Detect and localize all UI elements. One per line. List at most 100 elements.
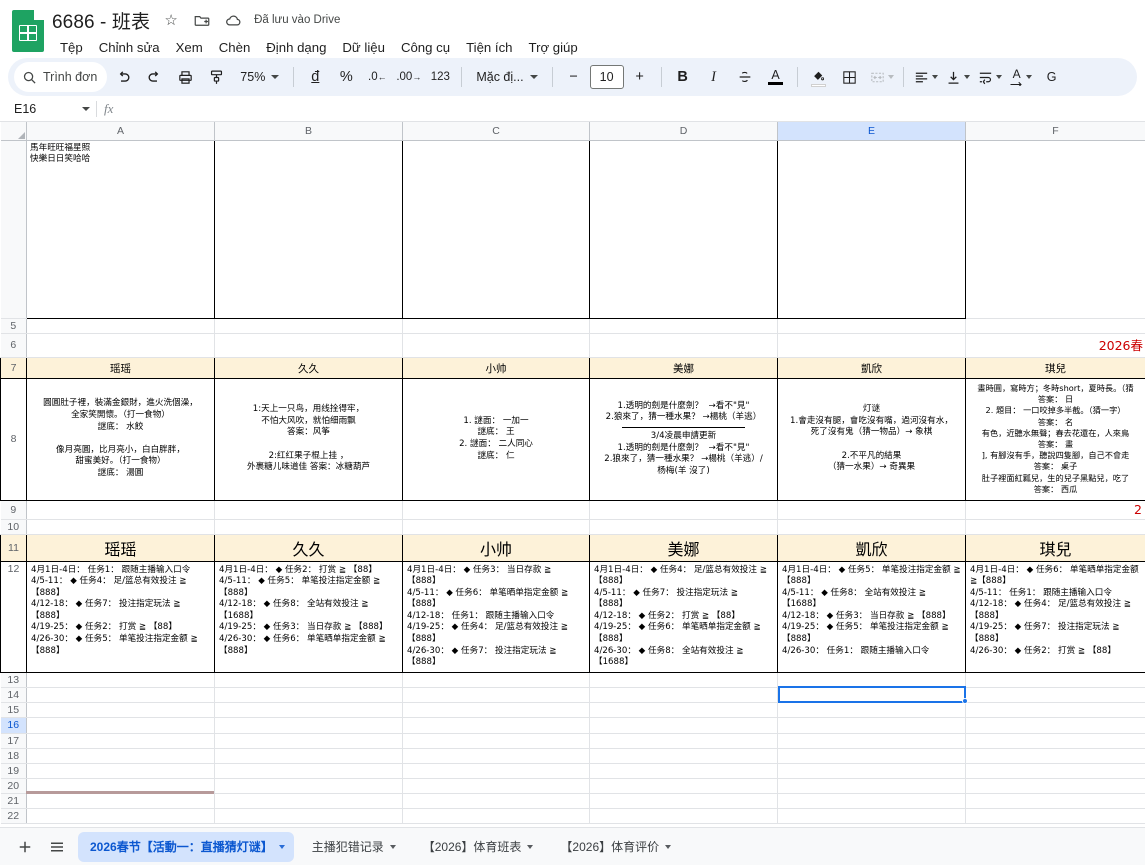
cell-f1[interactable] xyxy=(965,140,1145,319)
sheet-tab-4[interactable]: 【2026】体育评价 xyxy=(548,832,680,862)
cell-e1[interactable] xyxy=(777,139,966,319)
cell-d12-tasks[interactable]: 4月1日-4日： ◆ 任务4： 足/篮总有效投注 ≧【888】 4/5-11： … xyxy=(589,560,778,673)
row-header-5[interactable]: 5 xyxy=(0,318,27,334)
cell-f11-name[interactable]: 琪兒 xyxy=(965,533,1145,562)
cell-c19[interactable] xyxy=(402,763,590,779)
cell-a13[interactable] xyxy=(26,672,215,688)
menu-item-help[interactable]: Trợ giúp xyxy=(528,39,578,55)
sheet-tab-1[interactable]: 2026春节【活動一：直播猜灯谜】 xyxy=(78,831,294,862)
strikethrough-button[interactable] xyxy=(730,62,760,92)
cell-d17[interactable] xyxy=(589,733,778,749)
cell-d10[interactable] xyxy=(589,519,778,535)
cell-d22[interactable] xyxy=(589,808,778,824)
undo-button[interactable] xyxy=(108,62,138,92)
zoom-select[interactable]: 75% xyxy=(232,62,287,92)
cell-b19[interactable] xyxy=(214,763,403,779)
increase-decimal-button[interactable]: .00 → xyxy=(396,71,422,83)
more-formats-button[interactable]: 123 xyxy=(425,62,455,92)
cell-e13[interactable] xyxy=(777,672,966,688)
menu-item-data[interactable]: Dữ liệu xyxy=(342,39,385,55)
sheet-tab-3[interactable]: 【2026】体育班表 xyxy=(411,832,543,862)
name-box[interactable]: E16 xyxy=(6,98,94,120)
cell-f8-riddle[interactable]: 畫時圓，寫時方；冬時short，夏時長。（猜 答案： 日 2. 題目： 一口咬掉… xyxy=(965,377,1145,501)
cell-e17[interactable] xyxy=(777,733,966,749)
text-rotation-button[interactable]: A xyxy=(1006,62,1036,92)
fill-handle[interactable] xyxy=(962,698,968,704)
row-header-blank[interactable] xyxy=(0,140,27,319)
currency-format-button[interactable]: đ xyxy=(300,62,330,92)
cell-e10[interactable] xyxy=(777,519,966,535)
cell-a1-art[interactable]: 馬年旺旺福星照 快樂日日笑哈哈 xyxy=(26,139,215,319)
percent-format-button[interactable]: % xyxy=(331,62,361,92)
font-family-select[interactable]: Mặc đị... xyxy=(468,62,545,92)
cell-c11-name[interactable]: 小帅 xyxy=(402,533,590,562)
column-header-c[interactable]: C xyxy=(402,122,590,141)
cell-a6[interactable] xyxy=(26,333,215,358)
cell-f19[interactable] xyxy=(965,763,1145,779)
cell-a10[interactable] xyxy=(26,519,215,535)
cell-e5[interactable] xyxy=(777,318,966,334)
cell-d21[interactable] xyxy=(589,793,778,809)
cell-b10[interactable] xyxy=(214,519,403,535)
cell-c14[interactable] xyxy=(402,687,590,703)
cell-c8-riddle[interactable]: 1. 謎面： 一加一 謎底： 王 2. 謎面： 二人同心 謎底： 仁 xyxy=(402,377,590,501)
cell-c13[interactable] xyxy=(402,672,590,688)
cell-e18[interactable] xyxy=(777,748,966,764)
add-sheet-button[interactable] xyxy=(10,832,40,862)
column-header-a[interactable]: A xyxy=(26,122,215,141)
cell-f20[interactable] xyxy=(965,778,1145,794)
row-header-9[interactable]: 9 xyxy=(0,500,27,520)
cell-e16-selected[interactable] xyxy=(777,717,966,734)
cell-f10[interactable] xyxy=(965,519,1145,535)
cell-f16[interactable] xyxy=(965,717,1145,734)
cell-d20[interactable] xyxy=(589,778,778,794)
cell-b14[interactable] xyxy=(214,687,403,703)
cell-c12-tasks[interactable]: 4月1日-4日： ◆ 任务3： 当日存款 ≧ 【888】 4/5-11： ◆ 任… xyxy=(402,560,590,673)
cell-b11-name[interactable]: 久久 xyxy=(214,533,403,562)
cell-f5[interactable] xyxy=(965,318,1145,334)
cell-d8-riddle[interactable]: 1.透明的劍是什麼劍？ →看不"見" 2.狼來了，猜一種水果？ →楊桃（羊逃） … xyxy=(589,377,778,501)
row-header-16[interactable]: 16 xyxy=(0,717,27,734)
row-header-14[interactable]: 14 xyxy=(0,687,27,703)
cell-c15[interactable] xyxy=(402,702,590,718)
menu-item-insert[interactable]: Chèn xyxy=(218,39,251,55)
search-menus-input[interactable]: Trình đơn xyxy=(14,62,108,92)
cell-e11-name[interactable]: 凱欣 xyxy=(777,533,966,562)
cell-b18[interactable] xyxy=(214,748,403,764)
sheet-tab-2[interactable]: 主播犯错记录 xyxy=(300,832,405,862)
italic-button[interactable]: I xyxy=(699,62,729,92)
cell-d15[interactable] xyxy=(589,702,778,718)
cell-b15[interactable] xyxy=(214,702,403,718)
cell-a16[interactable] xyxy=(26,717,215,734)
menu-item-file[interactable]: Tệp xyxy=(60,39,83,55)
cell-f22[interactable] xyxy=(965,808,1145,824)
row-header-19[interactable]: 19 xyxy=(0,763,27,779)
row-header-21[interactable]: 21 xyxy=(0,793,27,809)
spreadsheet-grid[interactable]: A B C D E F 馬年旺旺福星照 快樂日日笑哈哈 xyxy=(0,122,1145,825)
menu-item-edit[interactable]: Chỉnh sửa xyxy=(98,39,160,55)
row-header-22[interactable]: 22 xyxy=(0,808,27,824)
cell-c17[interactable] xyxy=(402,733,590,749)
cell-c9[interactable] xyxy=(402,500,590,520)
fill-color-button[interactable] xyxy=(804,62,834,92)
chevron-down-icon[interactable] xyxy=(527,844,534,849)
vertical-align-button[interactable] xyxy=(942,62,973,92)
cell-c20[interactable] xyxy=(402,778,590,794)
document-title[interactable]: 6686 - 班表 xyxy=(52,11,151,33)
cell-e19[interactable] xyxy=(777,763,966,779)
menu-item-view[interactable]: Xem xyxy=(175,39,203,55)
cell-b12-tasks[interactable]: 4月1日-4日： ◆ 任务2： 打赏 ≧ 【88】 4/5-11： ◆ 任务5：… xyxy=(214,560,403,673)
cell-a5[interactable] xyxy=(26,318,215,334)
cloud-saved-icon[interactable] xyxy=(223,10,243,30)
cell-c21[interactable] xyxy=(402,793,590,809)
print-button[interactable] xyxy=(170,62,200,92)
merge-cells-button[interactable] xyxy=(866,62,897,92)
row-header-17[interactable]: 17 xyxy=(0,733,27,749)
cell-b20[interactable] xyxy=(214,778,403,794)
cell-d6[interactable] xyxy=(589,333,778,358)
paint-format-button[interactable] xyxy=(201,62,231,92)
cell-a8-riddle[interactable]: 圓圓肚子裡，裝滿金銀財，進火洗個澡， 全家笑開懷。（打一食物） 謎底： 水餃 像… xyxy=(26,377,215,501)
cell-f13[interactable] xyxy=(965,672,1145,688)
bold-button[interactable]: B xyxy=(668,62,698,92)
redo-button[interactable] xyxy=(139,62,169,92)
